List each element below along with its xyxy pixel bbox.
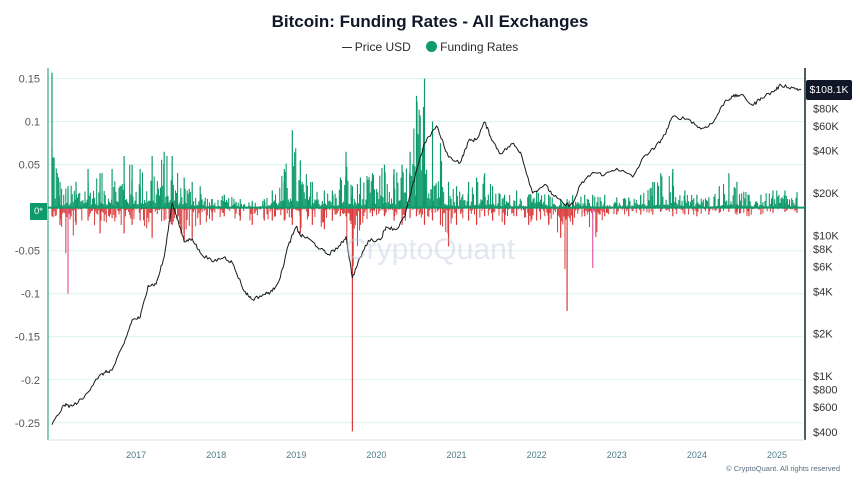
legend-item-price[interactable]: Price USD — [341, 40, 411, 54]
price-line — [51, 83, 802, 425]
y-right-tick-label: $600 — [813, 402, 837, 414]
y-right-tick-label: $10K — [813, 230, 839, 242]
current-price-badge: $108.1K — [806, 80, 852, 100]
y-right-tick-label: $6K — [813, 262, 833, 274]
y-left-tick-label: -0.15 — [15, 332, 40, 344]
x-tick-label: 2019 — [286, 450, 306, 460]
x-tick-label: 2021 — [447, 450, 467, 460]
y-left-tick-label: -0.25 — [15, 418, 40, 430]
chart-legend: Price USD Funding Rates — [0, 40, 860, 54]
zero-line-badge: 0* — [30, 203, 47, 220]
y-right-tick-label: $80K — [813, 103, 839, 115]
y-right-tick-label: $2K — [813, 329, 833, 341]
x-tick-label: 2022 — [527, 450, 547, 460]
y-left-tick-label: -0.05 — [15, 246, 40, 258]
x-tick-label: 2023 — [607, 450, 627, 460]
y-left-tick-label: 0.05 — [19, 160, 40, 172]
watermark: CryptoQuant — [345, 233, 516, 266]
y-right-tick-label: $4K — [813, 286, 833, 298]
x-tick-label: 2025 — [767, 450, 787, 460]
copyright-footer: © CryptoQuant. All rights reserved — [726, 464, 840, 473]
y-right-tick-label: $800 — [813, 385, 837, 397]
y-left-tick-label: -0.1 — [21, 289, 40, 301]
y-right-tick-label: $1K — [813, 371, 833, 383]
y-right-tick-label: $40K — [813, 146, 839, 158]
y-right-tick-label: $8K — [813, 244, 833, 256]
dot-swatch-icon — [426, 41, 438, 52]
legend-label-price: Price USD — [354, 40, 411, 54]
x-tick-label: 2024 — [687, 450, 707, 460]
y-left-tick-label: -0.2 — [21, 375, 40, 387]
x-tick-label: 2017 — [126, 450, 146, 460]
y-right-tick-label: $400 — [813, 427, 837, 439]
legend-item-funding[interactable]: Funding Rates — [426, 40, 518, 54]
legend-label-funding: Funding Rates — [440, 40, 519, 54]
y-right-tick-label: $20K — [813, 188, 839, 200]
y-left-tick-label: 0.15 — [19, 74, 40, 86]
chart-title: Bitcoin: Funding Rates - All Exchanges — [271, 12, 589, 31]
y-left-tick-label: 0.1 — [25, 117, 40, 129]
y-right-tick-label: $60K — [813, 121, 839, 133]
x-tick-label: 2018 — [206, 450, 226, 460]
x-tick-label: 2020 — [366, 450, 386, 460]
line-swatch-icon — [341, 47, 352, 49]
